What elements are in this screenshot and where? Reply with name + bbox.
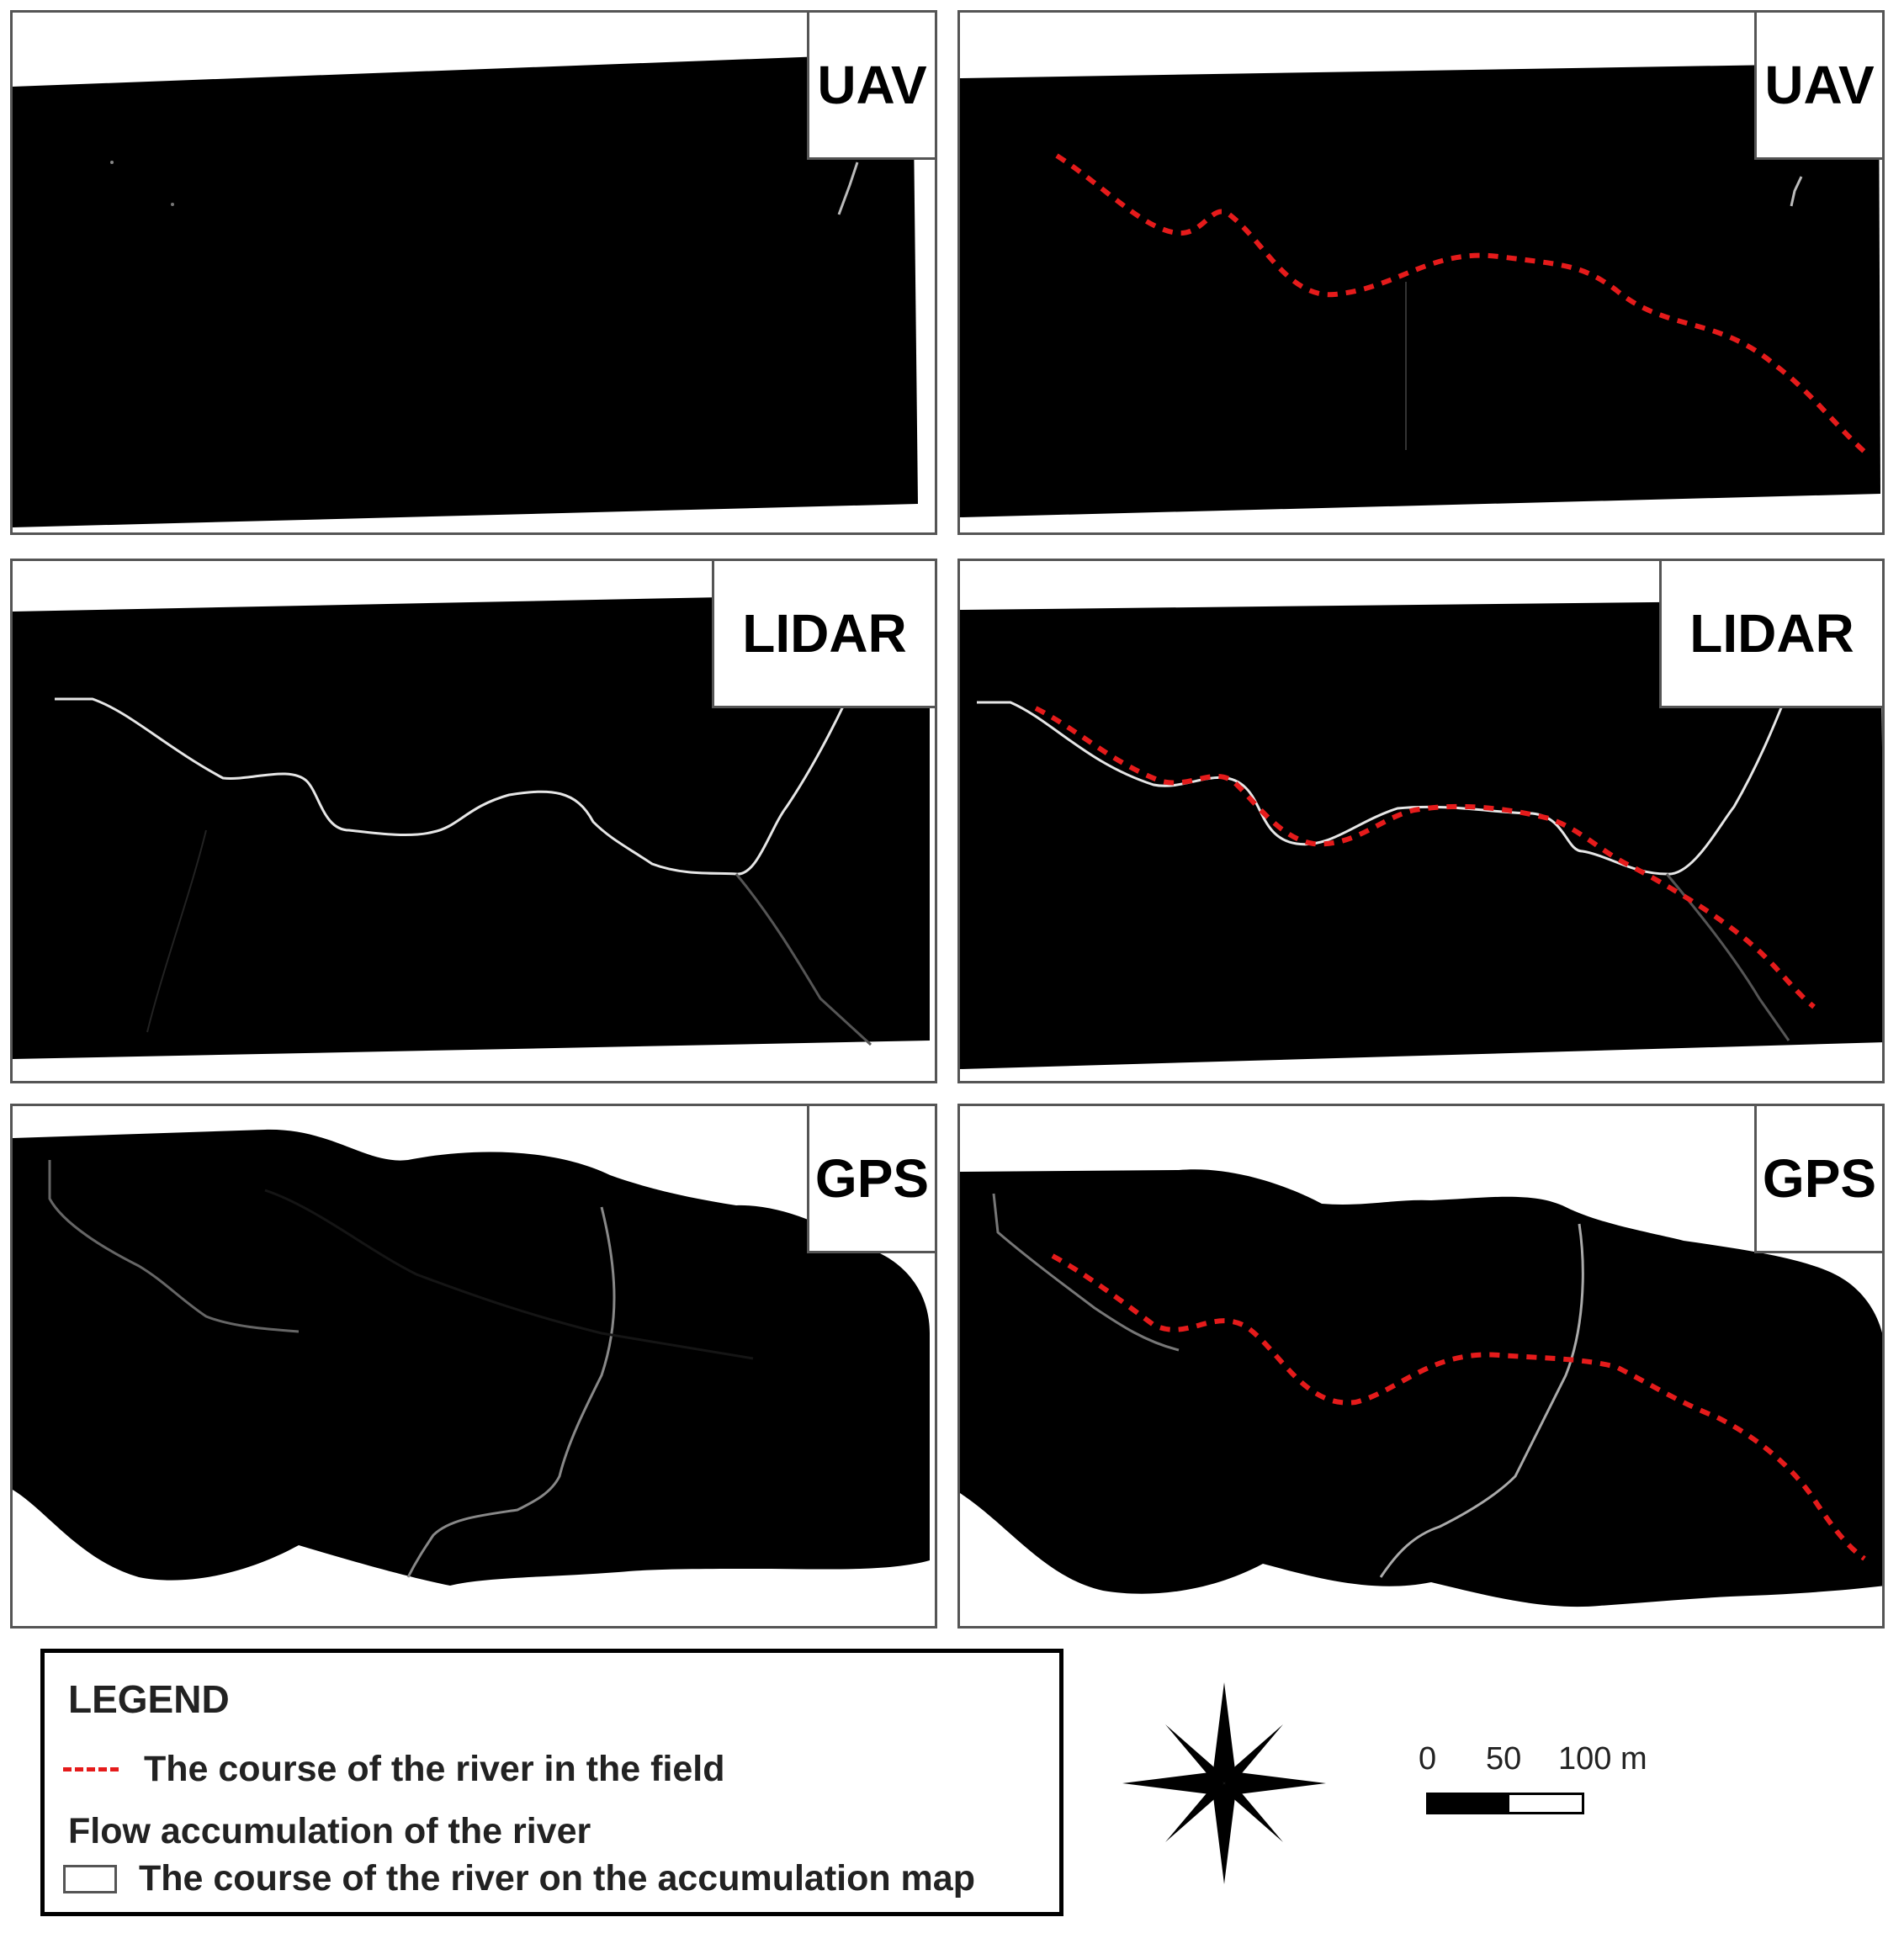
map-panel-gps-left: GPS xyxy=(10,1104,937,1628)
accumulation-course-line xyxy=(55,663,864,876)
red-dashed-line-symbol xyxy=(63,1767,119,1771)
panel-label-gps: GPS xyxy=(1754,1106,1882,1253)
legend-label-accumulation-course: The course of the river on the accumulat… xyxy=(139,1858,975,1899)
gps-raster-map xyxy=(13,1129,930,1586)
legend-item-flow-accumulation: Flow accumulation of the river xyxy=(68,1811,591,1852)
map-panel-uav-right: UAV xyxy=(957,10,1885,535)
lidar-raster-map xyxy=(13,593,930,1059)
panel-label-uav: UAV xyxy=(1754,13,1882,160)
map-panel-lidar-right: LIDAR xyxy=(957,559,1885,1083)
uav-raster-map xyxy=(13,53,918,527)
map-panel-lidar-left: LIDAR xyxy=(10,559,937,1083)
panel-label-lidar: LIDAR xyxy=(1659,561,1882,708)
lidar-raster-map-with-field-course xyxy=(960,600,1882,1069)
panel-label-gps: GPS xyxy=(807,1106,935,1253)
legend-box: LEGEND The course of the river in the fi… xyxy=(40,1649,1063,1916)
scale-bar xyxy=(1426,1793,1584,1814)
panel-label-lidar: LIDAR xyxy=(712,561,935,708)
white-box-symbol xyxy=(63,1864,117,1893)
scale-label-0: 0 xyxy=(1419,1741,1437,1777)
uav-raster-map-with-field-course xyxy=(960,63,1880,517)
map-panel-gps-right: GPS xyxy=(957,1104,1885,1628)
legend-item-field-course: The course of the river in the field xyxy=(63,1749,725,1790)
field-course-line xyxy=(1034,706,1816,1009)
field-course-line xyxy=(1051,1253,1866,1561)
gps-raster-map-with-field-course xyxy=(960,1169,1882,1607)
legend-label-flow-accumulation: Flow accumulation of the river xyxy=(68,1811,591,1851)
field-course-line xyxy=(1055,153,1867,454)
scale-label-50: 50 xyxy=(1486,1741,1522,1777)
map-panel-uav-left: UAV xyxy=(10,10,937,535)
scale-label-100m: 100 m xyxy=(1558,1741,1647,1777)
compass-star-icon xyxy=(1122,1682,1326,1884)
panel-label-uav: UAV xyxy=(807,13,935,160)
legend-title: LEGEND xyxy=(68,1677,230,1721)
legend-item-accumulation-course: The course of the river on the accumulat… xyxy=(63,1858,975,1899)
legend-label-field-course: The course of the river in the field xyxy=(144,1749,725,1789)
scale-bar-filled-segment xyxy=(1429,1795,1509,1812)
